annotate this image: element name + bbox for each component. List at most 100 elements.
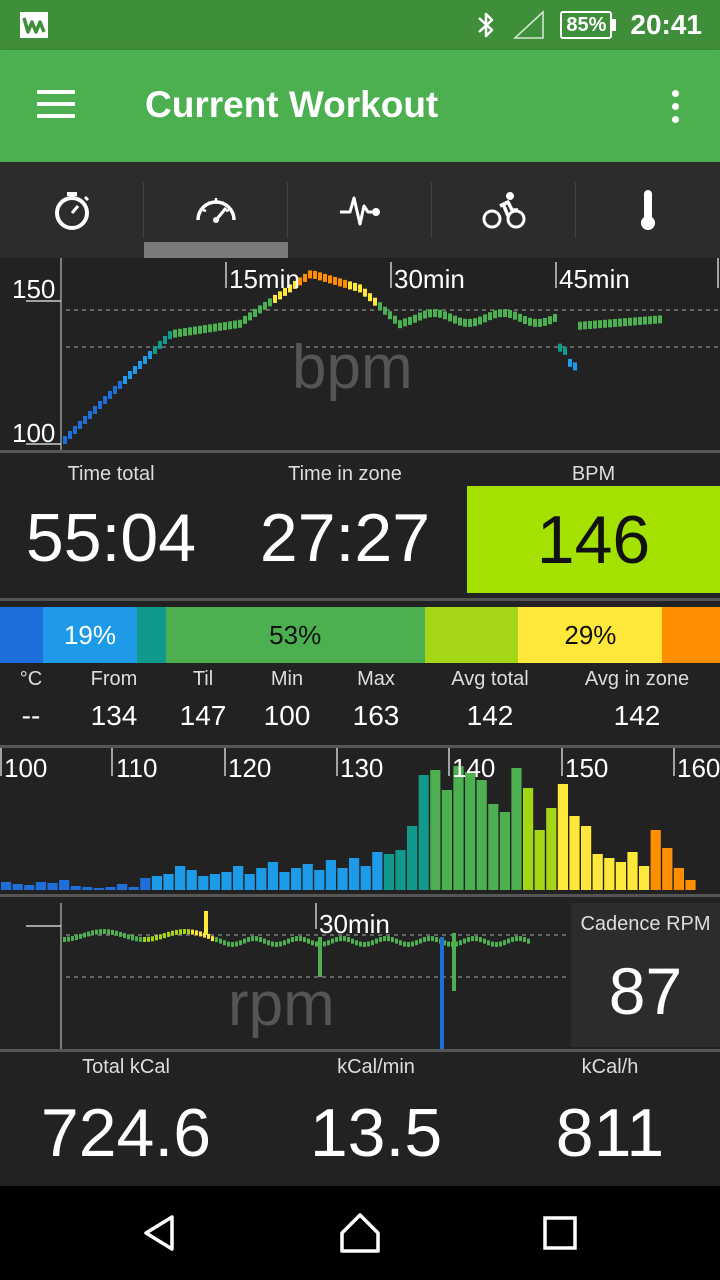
cadence-sample-mark <box>303 937 306 943</box>
divider <box>0 1049 720 1052</box>
recents-button[interactable] <box>525 1198 595 1268</box>
zone-distribution-bar: 19% 53% 29% <box>0 607 720 663</box>
menu-button[interactable] <box>30 84 82 128</box>
histogram-bar <box>349 858 360 890</box>
hist-tick-130: 130 <box>340 753 384 783</box>
battery-indicator: 85% <box>560 11 617 39</box>
cadence-sample-mark <box>199 931 202 937</box>
hr-sample-mark <box>583 321 587 330</box>
tab-speed[interactable] <box>144 162 288 258</box>
cadence-sample-mark <box>447 941 450 947</box>
hr-sample-mark <box>633 317 637 326</box>
cadence-spike-mark <box>452 933 456 991</box>
hr-sample-mark <box>608 319 612 328</box>
cadence-sample-mark <box>291 936 294 942</box>
cadence-sample-mark <box>407 941 410 947</box>
histogram-bar <box>395 850 406 890</box>
zone-percent-label: 29% <box>564 619 617 650</box>
cadence-sample-mark <box>283 940 286 946</box>
cadence-sample-mark <box>499 941 502 947</box>
hr-sample-mark <box>138 361 142 369</box>
hr-sample-mark <box>528 317 532 326</box>
histogram-bar <box>233 866 244 890</box>
cadence-sample-mark <box>307 938 310 944</box>
hr-sample-mark <box>283 287 287 296</box>
tab-cycling[interactable] <box>432 162 576 258</box>
max-label: Max <box>357 668 395 690</box>
total-kcal-label: Total kCal <box>82 1056 170 1078</box>
min-value: 100 <box>263 700 311 731</box>
cadence-sample-mark <box>315 941 318 947</box>
histogram-bar <box>82 887 93 890</box>
cadence-sample-mark <box>143 936 146 942</box>
cadence-sample-mark <box>395 938 398 944</box>
histogram-bar <box>302 864 313 890</box>
cadence-sample-mark <box>363 941 366 947</box>
back-button[interactable] <box>125 1198 195 1268</box>
cadence-sample-mark <box>311 940 314 946</box>
hr-sample-mark <box>253 308 257 317</box>
hr-sample-mark <box>463 318 467 327</box>
bluetooth-icon <box>478 12 494 38</box>
hist-tick-120: 120 <box>228 753 272 783</box>
overflow-menu-button[interactable] <box>660 84 690 128</box>
hr-sample-mark <box>73 426 77 434</box>
hr-sample-mark <box>593 320 597 329</box>
cadence-sample-mark <box>87 931 90 937</box>
cadence-sample-mark <box>423 936 426 942</box>
tab-timer[interactable] <box>0 162 144 258</box>
cadence-box: Cadence RPM 87 <box>571 903 720 1047</box>
cadence-sample-mark <box>135 936 138 942</box>
histogram-bar <box>24 885 35 890</box>
hr-sample-mark <box>178 328 182 337</box>
hr-sample-mark <box>533 318 537 327</box>
hr-sample-mark <box>248 312 252 321</box>
cadence-sample-mark <box>159 934 162 940</box>
hr-sample-mark <box>268 298 272 307</box>
hr-sample-mark <box>618 318 622 327</box>
histogram-bar <box>360 866 371 890</box>
hr-sample-mark <box>623 318 627 327</box>
summary-panel: Time total 55:04 Time in zone 27:27 BPM … <box>0 453 720 598</box>
histogram-bar <box>546 808 557 890</box>
cadence-sample-mark <box>323 941 326 947</box>
tab-temperature[interactable] <box>576 162 720 258</box>
cadence-sample-mark <box>487 940 490 946</box>
stopwatch-icon <box>55 192 90 230</box>
cadence-sample-mark <box>223 940 226 946</box>
hist-tick-150: 150 <box>565 753 609 783</box>
from-value: 134 <box>90 700 138 731</box>
hr-sample-mark <box>323 273 327 282</box>
histogram-bar <box>325 860 336 890</box>
hr-sample-mark <box>508 309 512 318</box>
histogram-bar <box>291 868 302 890</box>
hr-sample-mark <box>478 316 482 325</box>
home-button[interactable] <box>325 1198 395 1268</box>
hr-sample-mark <box>553 313 557 322</box>
hr-sample-mark <box>413 314 417 323</box>
histogram-bar <box>418 775 429 890</box>
time-total-label: Time total <box>67 463 155 485</box>
histogram-bar <box>151 876 162 890</box>
hr-sample-mark <box>543 317 547 326</box>
tab-heart-rate[interactable] <box>288 162 432 258</box>
zone-segment: 53% <box>165 607 425 663</box>
cadence-sample-mark <box>339 936 342 942</box>
kcal-per-hour-label: kCal/h <box>581 1056 639 1078</box>
hr-sample-mark <box>453 315 457 324</box>
histogram-bar <box>337 868 348 890</box>
total-kcal-value: 724.6 <box>40 1095 212 1171</box>
histogram-bar <box>140 878 151 890</box>
y-tick-100: 100 <box>12 418 56 448</box>
cadence-sample-mark <box>431 936 434 942</box>
hist-tick-110: 110 <box>116 753 158 783</box>
hr-sample-mark <box>548 316 552 325</box>
cadence-sample-mark <box>67 936 70 942</box>
cadence-sample-mark <box>147 936 150 942</box>
cadence-sample-mark <box>115 930 118 936</box>
divider <box>0 450 720 453</box>
hr-sample-mark <box>298 277 302 286</box>
hr-sample-mark <box>378 302 382 311</box>
hr-sample-mark <box>233 320 237 329</box>
cadence-sample-mark <box>379 936 382 942</box>
